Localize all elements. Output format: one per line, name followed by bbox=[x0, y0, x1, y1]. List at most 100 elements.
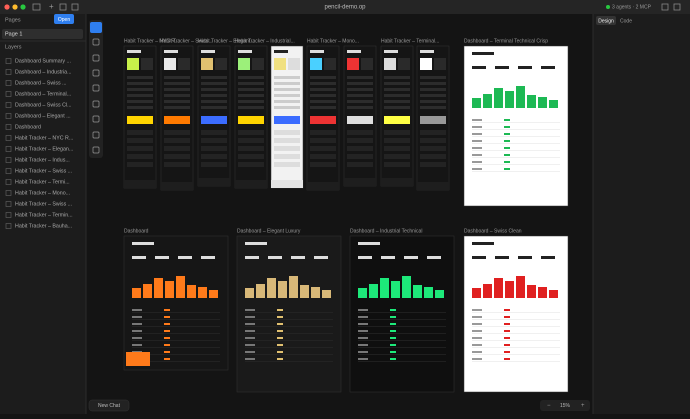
frame-label[interactable]: Dashboard – Elegant Luxury bbox=[237, 228, 301, 234]
tool-icon[interactable] bbox=[92, 54, 100, 62]
layer-item[interactable]: Habit Tracker – NYC R... bbox=[15, 135, 73, 141]
chart-bar bbox=[516, 276, 525, 298]
list-row bbox=[347, 146, 373, 151]
tool-icon[interactable] bbox=[92, 38, 100, 46]
layer-item[interactable]: Habit Tracker – Mono... bbox=[15, 190, 70, 196]
chart-bar bbox=[278, 281, 287, 298]
tool-icon[interactable] bbox=[92, 100, 100, 108]
layer-item[interactable]: Habit Tracker – Termi... bbox=[15, 179, 70, 185]
new-icon[interactable]: + bbox=[49, 2, 54, 11]
panel-icon[interactable] bbox=[661, 3, 669, 11]
select-tool[interactable] bbox=[90, 22, 102, 33]
code-tab[interactable]: Code bbox=[620, 18, 632, 24]
chart-bar bbox=[300, 285, 309, 298]
table-row bbox=[472, 157, 560, 158]
minimize-button[interactable] bbox=[12, 4, 18, 10]
header-text bbox=[420, 50, 434, 53]
layer-icon bbox=[5, 102, 12, 108]
layer-item[interactable]: Dashboard – Swiss ... bbox=[15, 80, 67, 86]
frame-label[interactable]: Dashboard – Swiss Clean bbox=[464, 228, 522, 234]
frame-label[interactable]: Dashboard – Terminal Technical Crisp bbox=[464, 38, 548, 44]
dashboard-title bbox=[358, 242, 380, 245]
layer-icon bbox=[5, 135, 12, 141]
frame-label[interactable]: Habit Tracker – NYC R... bbox=[124, 38, 179, 44]
kpi-value bbox=[404, 256, 418, 259]
frame-label[interactable]: Habit Tracker – Terminal... bbox=[381, 38, 439, 44]
save-icon[interactable] bbox=[71, 3, 79, 11]
zoom-out[interactable]: − bbox=[547, 403, 551, 409]
promo-card bbox=[126, 352, 150, 366]
table-cell bbox=[358, 337, 368, 339]
open-icon[interactable] bbox=[59, 3, 67, 11]
layer-item[interactable]: Habit Tracker – Elegan... bbox=[15, 146, 73, 152]
layer-item[interactable]: Habit Tracker – Indus... bbox=[15, 157, 70, 163]
page-item-bg[interactable] bbox=[2, 29, 83, 39]
agent-status: 3 agents · 2 MCP bbox=[612, 4, 652, 10]
chart-bar bbox=[483, 94, 492, 108]
list-row bbox=[164, 76, 190, 79]
layer-item[interactable]: Dashboard – Terminal... bbox=[15, 91, 71, 97]
design-tab[interactable]: Design bbox=[598, 18, 614, 24]
table-row bbox=[472, 129, 560, 130]
list-row bbox=[238, 100, 264, 103]
close-button[interactable] bbox=[4, 4, 10, 10]
stat-card bbox=[347, 58, 359, 70]
list-row bbox=[420, 76, 446, 79]
table-cell bbox=[358, 323, 368, 325]
new-chat-button[interactable] bbox=[88, 399, 130, 412]
layer-item[interactable]: Dashboard Summary ... bbox=[15, 58, 71, 64]
chart-bar bbox=[176, 276, 185, 298]
tool-icon[interactable] bbox=[92, 69, 100, 77]
list-row bbox=[164, 130, 190, 135]
table-cell bbox=[358, 330, 368, 332]
panel-icon[interactable] bbox=[673, 3, 681, 11]
table-cell bbox=[504, 133, 510, 135]
table-cell bbox=[277, 344, 283, 346]
table-row bbox=[472, 171, 560, 172]
table-cell bbox=[472, 161, 482, 163]
tool-icon[interactable] bbox=[92, 131, 100, 139]
table-row bbox=[132, 333, 220, 334]
stat-card bbox=[274, 58, 286, 70]
list-row bbox=[310, 88, 336, 91]
frame-label[interactable]: Habit Tracker – Elegant... bbox=[198, 38, 254, 44]
chart-bar bbox=[413, 285, 422, 298]
layer-item[interactable]: Habit Tracker – Swiss ... bbox=[15, 168, 72, 174]
frame-label[interactable]: Habit Tracker – Swiss... bbox=[160, 38, 213, 44]
header-text bbox=[384, 50, 398, 53]
chart-bar bbox=[380, 278, 389, 298]
list-row bbox=[201, 162, 227, 167]
tool-icon[interactable] bbox=[92, 115, 100, 123]
frame-label[interactable]: Dashboard – Industrial Technical bbox=[350, 228, 422, 234]
open-button-label: Open bbox=[58, 17, 70, 23]
chart-bar bbox=[527, 285, 536, 298]
list-row bbox=[310, 146, 336, 151]
design-tab-bg[interactable] bbox=[596, 16, 616, 25]
open-button[interactable] bbox=[54, 14, 74, 24]
tool-icon[interactable] bbox=[92, 146, 100, 154]
zoom-in[interactable]: + bbox=[581, 403, 585, 409]
table-cell bbox=[164, 358, 170, 360]
frame-label[interactable]: Habit Tracker – Industrial... bbox=[235, 38, 295, 44]
layer-item[interactable]: Habit Tracker – Swiss ... bbox=[15, 201, 72, 207]
table-cell bbox=[390, 337, 396, 339]
layer-item[interactable]: Habit Tracker – Bauha... bbox=[15, 223, 72, 229]
layer-item[interactable]: Dashboard – Industria... bbox=[15, 69, 72, 75]
layer-item[interactable]: Dashboard – Swiss Cl... bbox=[15, 102, 72, 108]
layer-item[interactable]: Habit Tracker – Termin... bbox=[15, 212, 73, 218]
page-item[interactable]: Page 1 bbox=[5, 31, 22, 37]
sidebar-toggle[interactable] bbox=[32, 3, 41, 11]
new-chat-label[interactable]: New Chat bbox=[98, 403, 121, 409]
list-row bbox=[420, 130, 446, 135]
banner bbox=[127, 116, 153, 124]
frame-label[interactable]: Dashboard bbox=[124, 228, 149, 234]
banner bbox=[347, 116, 373, 124]
layer-item[interactable]: Dashboard bbox=[15, 124, 41, 130]
table-cell bbox=[277, 337, 283, 339]
zoom-button[interactable] bbox=[20, 4, 26, 10]
frame-label[interactable]: Habit Tracker – Mono... bbox=[307, 38, 359, 44]
layer-item[interactable]: Dashboard – Elegant ... bbox=[15, 113, 71, 119]
table-cell bbox=[277, 316, 283, 318]
list-row bbox=[164, 138, 190, 143]
tool-icon[interactable] bbox=[92, 84, 100, 92]
